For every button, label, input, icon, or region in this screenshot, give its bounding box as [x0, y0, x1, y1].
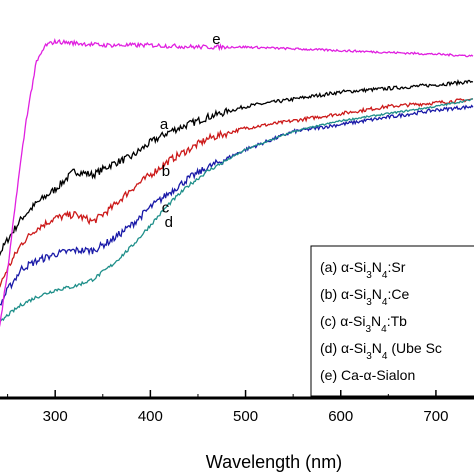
- legend-entry-4: (e) Ca-α-Sialon: [320, 367, 415, 383]
- x-ticks: 300 400 500 600 700: [7, 390, 448, 425]
- curve-labels: a b cd e: [160, 31, 221, 231]
- x-tick-label-600: 600: [328, 408, 353, 425]
- legend-entry-2: (c) α-Si3N4:Tb: [320, 313, 407, 335]
- curve-label-c: c: [162, 200, 170, 217]
- legend: (a) α-Si3N4:Sr (b) α-Si3N4:Ce (c) α-Si3N4:…: [310, 245, 474, 397]
- curve-label-e: e: [212, 31, 220, 48]
- legend-box: [310, 245, 474, 397]
- x-tick-label-700: 700: [423, 408, 448, 425]
- curve-label-a: a: [160, 116, 169, 133]
- x-axis-title: Wavelength (nm): [206, 452, 342, 472]
- x-tick-label-400: 400: [138, 408, 163, 425]
- legend-entry-0: (a) α-Si3N4:Sr: [320, 259, 406, 281]
- x-tick-label-500: 500: [233, 408, 258, 425]
- curve-label-b: b: [162, 163, 170, 180]
- series-line-b: [0, 98, 474, 288]
- series-curves: [0, 37, 474, 328]
- x-tick-label-300: 300: [43, 408, 68, 425]
- legend-entry-3: (d) α-Si3N4 (Ube Sc: [320, 340, 442, 362]
- series-line-e: [0, 37, 474, 328]
- series-line-c: [0, 104, 474, 306]
- legend-entry-1: (b) α-Si3N4:Ce: [320, 286, 409, 308]
- curve-label-d: d: [165, 214, 173, 231]
- series-line-d: [0, 97, 474, 323]
- series-line-a: [0, 78, 474, 257]
